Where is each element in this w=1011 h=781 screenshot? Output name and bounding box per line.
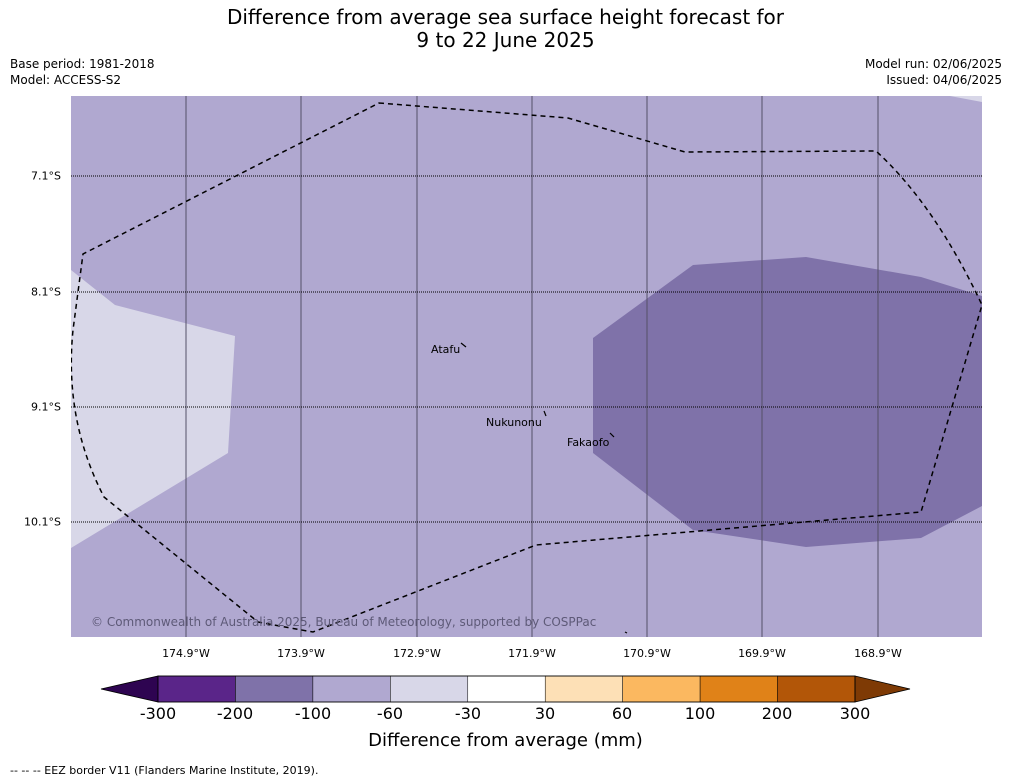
colorbar-bins	[157, 675, 856, 703]
colorbar-tick: -100	[294, 704, 332, 723]
colorbar-tick: 100	[684, 704, 716, 723]
nukunonu-island	[543, 410, 547, 417]
lon-label-172-9: 172.9°W	[393, 647, 441, 660]
lat-label-8-1: 8.1°S	[31, 285, 61, 299]
colorbar-bin	[312, 675, 391, 703]
colorbar-bin	[390, 675, 469, 703]
colorbar-title: Difference from average (mm)	[368, 730, 643, 751]
islands	[460, 342, 628, 634]
colorbar-bin	[544, 675, 623, 703]
colorbar-tick: -200	[216, 704, 254, 723]
anomaly-field-dark	[593, 257, 982, 547]
map-title: Difference from average sea surface heig…	[0, 6, 1011, 52]
colorbar-tick: -300	[139, 704, 177, 723]
colorbar-bin	[622, 675, 701, 703]
colorbar-tick: 60	[611, 704, 633, 723]
colorbar-frame	[157, 675, 856, 703]
meta-left: Base period: 1981-2018 Model: ACCESS-S2	[10, 56, 155, 88]
anomaly-field-light	[71, 270, 235, 548]
colorbar-under-arrow	[100, 675, 159, 703]
colorbar-bin	[467, 675, 546, 703]
title-line-1: Difference from average sea surface heig…	[226, 5, 785, 29]
lon-label-168-9: 168.9°W	[854, 647, 902, 660]
lat-label-9-1: 9.1°S	[31, 400, 61, 414]
small-island	[624, 631, 628, 634]
colorbar-bin	[777, 675, 856, 703]
copyright-notice: © Commonwealth of Australia 2025, Bureau…	[91, 615, 597, 629]
colorbar-tick: -30	[454, 704, 482, 723]
place-label-atafu: Atafu	[431, 343, 461, 356]
colorbar-tick: 30	[534, 704, 556, 723]
issued-date: Issued: 04/06/2025	[886, 73, 1002, 87]
lon-label-170-9: 170.9°W	[623, 647, 671, 660]
meta-right: Model run: 02/06/2025 Issued: 04/06/2025	[865, 56, 1002, 88]
place-label-fakaofo: Fakaofo	[567, 436, 610, 449]
colorbar	[100, 675, 911, 703]
base-period: Base period: 1981-2018	[10, 57, 155, 71]
place-label-nukunonu: Nukunonu	[486, 416, 542, 429]
colorbar-tick: 300	[839, 704, 871, 723]
colorbar-tick: -60	[376, 704, 404, 723]
lat-label-10-1: 10.1°S	[24, 515, 61, 529]
fakaofo-island	[609, 432, 615, 438]
lon-label-174-9: 174.9°W	[162, 647, 210, 660]
colorbar-over-arrow	[854, 675, 911, 703]
eez-legend-note: -- -- -- EEZ border V11 (Flanders Marine…	[10, 764, 319, 777]
model-run: Model run: 02/06/2025	[864, 57, 1002, 71]
colorbar-bin	[235, 675, 314, 703]
lon-label-169-9: 169.9°W	[738, 647, 786, 660]
colorbar-bin	[699, 675, 778, 703]
title-line-2: 9 to 22 June 2025	[416, 28, 595, 52]
anomaly-field-corner	[950, 96, 982, 102]
atafu-island	[460, 342, 467, 348]
lon-label-173-9: 173.9°W	[277, 647, 325, 660]
lon-label-171-9: 171.9°W	[508, 647, 556, 660]
lat-label-7-1: 7.1°S	[31, 169, 61, 183]
colorbar-bin	[157, 675, 236, 703]
map-area	[71, 96, 982, 637]
colorbar-tick: 200	[761, 704, 793, 723]
model-name: Model: ACCESS-S2	[10, 73, 122, 87]
